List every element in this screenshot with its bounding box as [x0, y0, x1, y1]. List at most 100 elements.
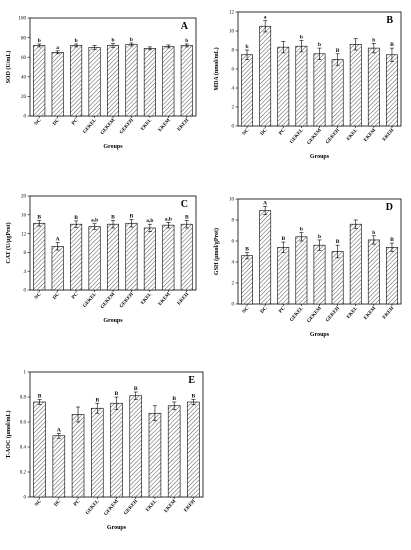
y-tick-label: 0.4 [20, 446, 27, 451]
bar [349, 43, 362, 127]
significance-label: B [336, 239, 340, 245]
y-tick-label: 8 [232, 49, 235, 54]
y-tick-label: 1 [24, 371, 27, 376]
category-label: EKEM [158, 118, 172, 133]
significance-label: b [111, 37, 114, 43]
y-tick-label: 100 [19, 17, 27, 22]
y-tick-label: 6 [232, 240, 235, 245]
y-axis-title: T-AOC (μmol/mL) [5, 410, 12, 458]
significance-label: a,b [91, 218, 98, 224]
y-tick-label: 4 [232, 261, 235, 266]
bar [51, 245, 64, 291]
category-label: EKEL [346, 128, 359, 142]
bar [180, 45, 193, 117]
bar [110, 402, 123, 498]
bar [106, 45, 120, 117]
bar [241, 54, 253, 127]
significance-label: B [111, 214, 115, 220]
significance-label: B [390, 237, 394, 243]
category-label: GEKEL [289, 128, 305, 145]
bar [91, 407, 104, 498]
category-label: NC [34, 499, 43, 508]
y-tick-label: 0 [232, 125, 235, 130]
x-axis-title: Groups [310, 154, 330, 160]
panel-letter: B [386, 15, 393, 26]
category-label: EKEM [158, 292, 172, 307]
x-axis-title: Groups [310, 332, 330, 338]
y-tick-label: 80 [21, 36, 27, 41]
y-tick-label: 12 [229, 11, 235, 16]
category-label: GEKEL [85, 499, 101, 516]
category-label: NC [242, 128, 251, 137]
panel-letter: C [181, 199, 188, 210]
bar [180, 223, 193, 291]
bar [106, 223, 120, 291]
x-axis-title: Groups [103, 318, 123, 324]
y-tick-label: 0.6 [20, 421, 27, 426]
category-label: DC [53, 292, 62, 301]
bar [70, 223, 83, 291]
significance-label: B [134, 386, 138, 392]
chart-panel-d: 0 2 4 6 8 10 B NC A DC B PC b GEKEL b GEKEM B GEKEH EKEL b E… [213, 198, 402, 338]
bar [162, 46, 175, 117]
bar [386, 54, 398, 127]
y-tick-label: 4 [232, 87, 235, 92]
y-axis-title: GSH (μmol/gProt) [213, 228, 220, 275]
bar [71, 414, 85, 498]
panel-letter: A [181, 21, 189, 32]
bar [129, 395, 142, 498]
y-tick-label: 60 [21, 56, 27, 61]
category-label: GEKEM [307, 128, 323, 146]
significance-label: b [318, 234, 321, 240]
y-tick-label: 2 [232, 106, 235, 111]
bar [259, 210, 272, 305]
significance-label: B [192, 394, 196, 400]
category-label: EKEH [382, 306, 395, 320]
significance-label: b [372, 37, 375, 43]
bar [367, 47, 380, 127]
bar [143, 48, 156, 117]
significance-label: B [38, 394, 42, 400]
significance-label: B [172, 396, 176, 402]
significance-label: a,b [165, 216, 172, 222]
category-label: EKEH [177, 118, 190, 132]
y-tick-label: 10 [229, 30, 235, 35]
category-label: DC [53, 118, 62, 127]
significance-label: B [185, 214, 189, 220]
y-tick-label: 6 [232, 68, 235, 73]
bar [33, 222, 46, 291]
y-tick-label: 0.8 [20, 396, 27, 401]
category-label: GEKEH [325, 306, 341, 323]
bar [33, 45, 46, 117]
category-label: GEKEH [325, 128, 341, 145]
category-label: GEKEM [100, 118, 116, 136]
category-label: EKEL [146, 499, 159, 513]
bar [148, 412, 162, 498]
significance-label: a [264, 15, 267, 21]
category-label: EKEM [364, 128, 378, 143]
y-tick-label: 16 [21, 214, 27, 219]
y-tick-label: 8 [232, 219, 235, 224]
bar [331, 251, 344, 305]
bar [331, 59, 344, 127]
chart-panel-c: 0 4 8 12 16 20 B NC A DC B PC a,b GEKEL B GEKEM B GEKEH a,… [5, 195, 197, 324]
significance-label: A [57, 427, 61, 433]
category-label: EKEL [140, 118, 153, 132]
bar [241, 255, 253, 305]
significance-label: b [372, 230, 375, 236]
significance-label: A [263, 200, 267, 206]
category-label: GEKEL [83, 118, 99, 135]
category-label: PC [278, 306, 286, 315]
category-label: EKEL [346, 306, 359, 320]
y-tick-label: 10 [229, 198, 235, 203]
y-tick-label: 0 [232, 303, 235, 308]
category-label: EKEL [140, 292, 153, 306]
y-tick-label: 40 [21, 76, 27, 81]
category-label: PC [71, 118, 79, 127]
significance-label: A [56, 237, 60, 243]
x-axis-title: Groups [107, 525, 127, 531]
category-label: PC [278, 128, 286, 137]
category-label: GEKEH [119, 292, 135, 309]
bar [259, 25, 272, 127]
